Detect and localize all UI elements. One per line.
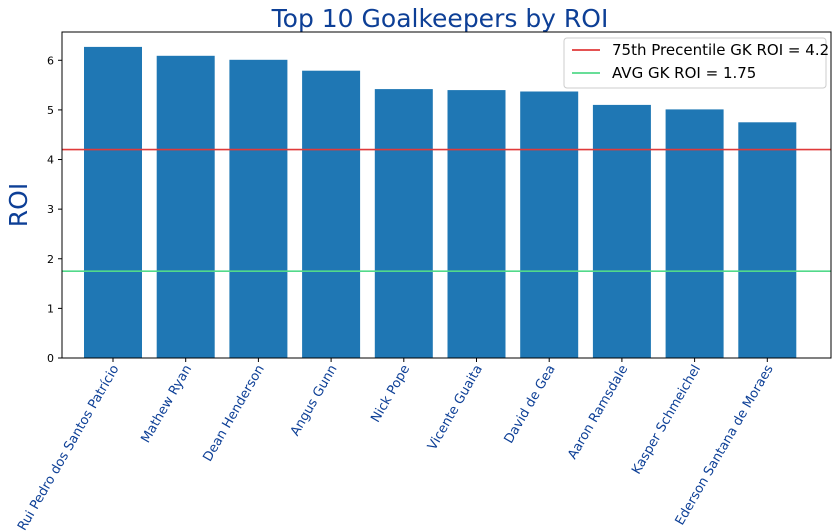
bar bbox=[520, 91, 579, 358]
y-tick-label: 5 bbox=[47, 104, 54, 117]
x-tick-label: Rui Pedro dos Santos Patrício bbox=[15, 362, 122, 531]
y-tick-label: 4 bbox=[47, 154, 54, 167]
x-tick-label: Dean Henderson bbox=[200, 363, 267, 465]
x-axis: Rui Pedro dos Santos Patrício Mathew Ryan… bbox=[15, 358, 777, 531]
y-tick-label: 2 bbox=[47, 253, 54, 266]
plot-area-frame bbox=[61, 31, 832, 359]
x-tick-label: Nick Pope bbox=[368, 363, 413, 426]
x-tick-label: David de Gea bbox=[502, 363, 559, 447]
bar bbox=[156, 55, 215, 359]
bar bbox=[374, 89, 433, 358]
bar bbox=[229, 59, 288, 359]
bar bbox=[592, 104, 651, 359]
y-tick-label: 6 bbox=[47, 54, 54, 67]
bar bbox=[447, 90, 506, 358]
y-tick-label: 1 bbox=[47, 302, 54, 315]
legend-box bbox=[563, 37, 827, 89]
x-tick-label: Mathew Ryan bbox=[138, 363, 195, 446]
bar bbox=[665, 109, 724, 359]
y-axis-label: ROI bbox=[4, 183, 33, 227]
reference-lines-layer bbox=[62, 148, 831, 272]
bar bbox=[302, 70, 361, 358]
y-tick-label: 0 bbox=[47, 352, 54, 365]
legend-label: AVG GK ROI = 1.75 bbox=[612, 64, 756, 82]
chart-title: Top 10 Goalkeepers by ROI bbox=[271, 4, 609, 33]
y-axis: 0 1 2 3 4 5 6 bbox=[47, 54, 62, 365]
bar bbox=[84, 46, 142, 359]
legend: 75th Precentile GK ROI = 4.2 AVG GK ROI =… bbox=[563, 37, 829, 89]
bars-layer bbox=[84, 46, 797, 359]
x-tick-label: Vicente Guaita bbox=[425, 363, 486, 453]
legend-label: 75th Precentile GK ROI = 4.2 bbox=[612, 41, 829, 59]
x-tick-label: Angus Gunn bbox=[288, 363, 341, 439]
y-tick-label: 3 bbox=[47, 203, 54, 216]
bar bbox=[738, 122, 797, 358]
x-tick-label: Aaron Ramsdale bbox=[565, 363, 631, 463]
x-tick-label: Kasper Schmeichel bbox=[629, 363, 704, 478]
